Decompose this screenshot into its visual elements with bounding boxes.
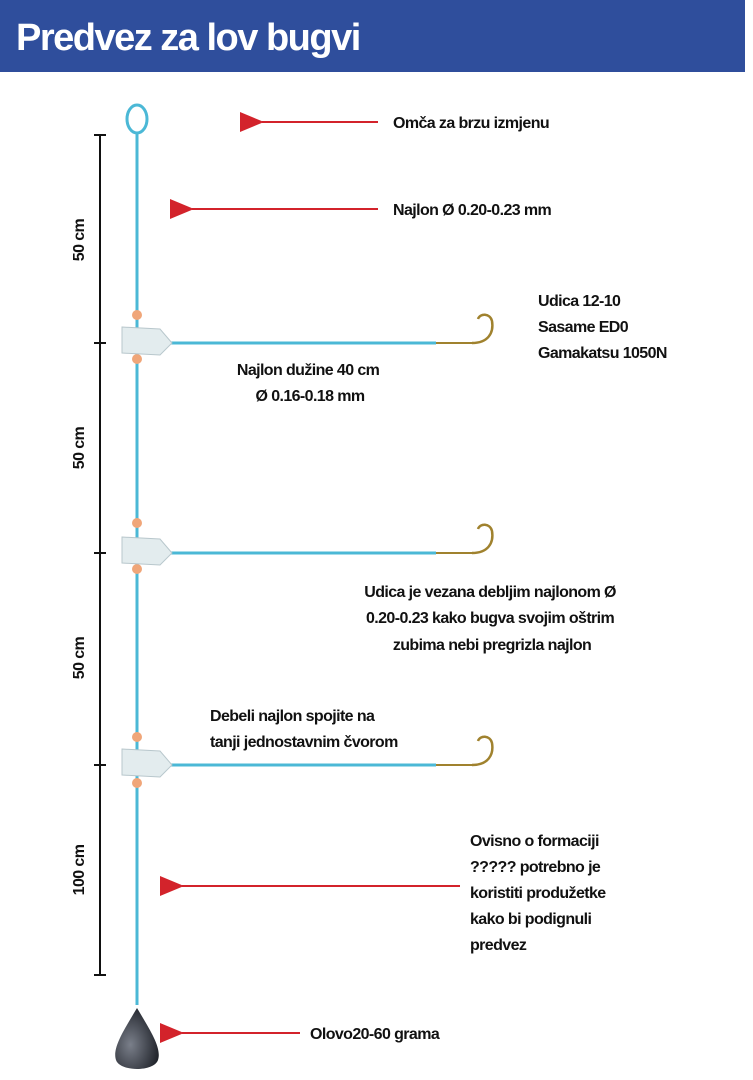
label: Najlon Ø 0.20-0.23 mm: [393, 202, 552, 219]
measurement: 50 cm: [71, 218, 88, 261]
arrows: [160, 112, 460, 1043]
label: Udica je vezana debljim najlonom Ø 0.20-…: [364, 584, 620, 654]
label: Najlon dužine 40 cm Ø 0.16-0.18 mm: [237, 362, 383, 405]
label: Olovo20-60 grama: [310, 1026, 440, 1043]
sinker: [115, 1008, 159, 1069]
loop: [125, 103, 149, 135]
branches: [121, 310, 494, 788]
title-bar: [0, 0, 745, 72]
title: Predvez za lov bugvi: [16, 17, 360, 59]
measurement: 50 cm: [71, 636, 88, 679]
label: Ovisno o formaciji ????? potrebno je kor…: [470, 833, 609, 954]
label: Debeli najlon spojite na tanji jednostav…: [210, 708, 398, 751]
dimension-line: [94, 134, 106, 976]
label: Udica 12-10 Sasame ED0 Gamakatsu 1050N: [538, 293, 667, 362]
label: Omča za brzu izmjenu: [393, 115, 549, 132]
measurement: 50 cm: [71, 426, 88, 469]
measurement: 100 cm: [71, 844, 88, 895]
